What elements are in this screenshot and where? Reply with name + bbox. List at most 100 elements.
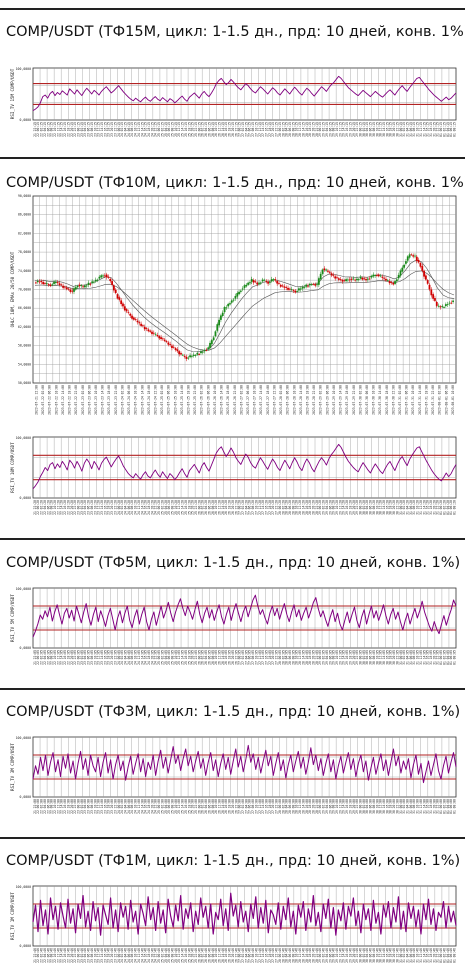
- rsi-x-tick: 28 20:05: [312, 650, 316, 665]
- candle-body: [93, 281, 95, 283]
- rsi-x-tick: 28 02:46: [281, 948, 285, 963]
- rsi-x-tick: 24 16:46: [144, 948, 148, 963]
- rsi-x-tick: 29 12:20: [338, 500, 342, 515]
- rsi-x-tick: 30 00:15: [359, 122, 363, 137]
- price-x-tick: 2023-07-24 06:00: [127, 385, 131, 415]
- candle-body: [285, 287, 288, 288]
- rsi-x-tick: 01 02:46: [442, 948, 446, 963]
- rsi-x-tick: 24 22:15: [154, 122, 158, 137]
- rsi-x-tick: 24 06:15: [127, 122, 131, 137]
- rsi-x-tick: 26 16:20: [224, 500, 228, 515]
- rsi-x-tick: 31 18:05: [429, 650, 433, 665]
- rsi-x-tick: 30 14:20: [382, 500, 386, 515]
- rsi-x-tick: 25 08:00: [171, 799, 175, 814]
- rsi-x-tick: 29 12:05: [338, 650, 342, 665]
- price-x-tick: 2023-07-25 10:00: [173, 385, 177, 415]
- candle-body: [136, 320, 139, 323]
- price-y-tick: 62,0000: [18, 325, 31, 329]
- rsi-x-tick: 28 20:15: [312, 122, 316, 137]
- rsi-x-tick: 29 14:46: [342, 948, 346, 963]
- rsi-x-tick: 25 08:05: [171, 650, 175, 665]
- candle-body: [36, 280, 39, 283]
- rsi-x-tick: 26 20:20: [231, 500, 235, 515]
- rsi-x-tick: 22 06:20: [46, 500, 50, 515]
- rsi-x-tick: 01 00:00: [439, 799, 443, 814]
- rsi-x-tick: 29 22:46: [355, 948, 359, 963]
- candle-body: [156, 335, 159, 337]
- rsi-x-tick: 23 06:15: [87, 122, 91, 137]
- candle-body: [308, 283, 311, 286]
- candle-body: [274, 279, 277, 281]
- candle-body: [232, 299, 235, 301]
- rsi-x-tick: 31 14:15: [422, 122, 426, 137]
- rsi-x-tick: 25 06:20: [167, 500, 171, 515]
- rsi-x-tick: 28 08:05: [291, 650, 295, 665]
- rsi-x-tick: 23 12:46: [97, 948, 101, 963]
- candle-body: [54, 282, 57, 283]
- rsi-x-tick: 22 06:00: [46, 799, 50, 814]
- rsi-x-tick: 26 20:15: [231, 122, 235, 137]
- rsi-x-tick: 22 04:05: [43, 650, 47, 665]
- rsi-x-tick: 31 02:00: [402, 799, 406, 814]
- rsi-x-tick: 24 06:05: [127, 650, 131, 665]
- rsi-x-tick: 31 22:00: [436, 799, 440, 814]
- rsi-x-tick: 31 12:46: [419, 948, 423, 963]
- price-x-tick: 2023-07-28 06:00: [286, 385, 290, 415]
- price-x-tick: 2023-07-29 18:00: [345, 385, 349, 415]
- rsi-x-tick: 29 10:00: [335, 799, 339, 814]
- rsi-x-tick: 28 14:46: [301, 948, 305, 963]
- rsi-x-tick: 31 16:20: [426, 500, 430, 515]
- rsi-x-tick: 26 14:20: [221, 500, 225, 515]
- rsi-x-tick: 25 00:00: [157, 799, 161, 814]
- price-x-tick: 2023-07-26 22:00: [233, 385, 237, 415]
- rsi-x-tick: 25 02:00: [160, 799, 164, 814]
- rsi-x-tick: 01 08:05: [453, 650, 457, 665]
- rsi-x-tick: 26 16:46: [224, 948, 228, 963]
- rsi-x-tick: 27 18:15: [268, 122, 272, 137]
- rsi-x-tick: 28 18:20: [308, 500, 312, 515]
- rsi-x-tick: 29 20:15: [352, 122, 356, 137]
- rsi-x-tick: 24 12:46: [137, 948, 141, 963]
- candle-body: [129, 313, 132, 316]
- rsi-x-tick: 27 06:05: [248, 650, 252, 665]
- rsi-x-tick: 29 06:20: [328, 500, 332, 515]
- rsi-x-tick: 27 20:20: [271, 500, 275, 515]
- rsi-x-tick: 22 12:05: [56, 650, 60, 665]
- rsi-x-tick: 27 08:15: [251, 122, 255, 137]
- candle-body: [366, 278, 369, 280]
- rsi-x-tick: 23 08:00: [90, 799, 94, 814]
- rsi-x-tick: 25 20:20: [191, 500, 195, 515]
- rsi-x-tick: 29 20:05: [352, 650, 356, 665]
- rsi-x-tick: 28 04:20: [285, 500, 289, 515]
- rsi-x-tick: 01 04:00: [446, 799, 450, 814]
- rsi-x-tick: 31 12:00: [419, 799, 423, 814]
- rsi-x-tick: 29 12:00: [338, 799, 342, 814]
- rsi-x-tick: 30 18:46: [389, 948, 393, 963]
- rsi-x-tick: 22 18:46: [66, 948, 70, 963]
- candle-body: [430, 289, 433, 296]
- rsi-x-tick: 27 08:46: [251, 948, 255, 963]
- candle-body: [328, 271, 331, 273]
- rsi-x-tick: 26 06:15: [207, 122, 211, 137]
- candle-body: [290, 289, 293, 290]
- rsi-x-tick: 22 14:15: [60, 122, 64, 137]
- candle-body: [194, 355, 197, 356]
- candle-body: [424, 275, 427, 280]
- rsi-x-tick: 30 04:46: [365, 948, 369, 963]
- rsi-x-tick: 27 06:00: [248, 799, 252, 814]
- rsi-x-tick: 29 08:15: [332, 122, 336, 137]
- rsi-x-tick: 27 04:20: [244, 500, 248, 515]
- rsi-x-tick: 24 16:20: [144, 500, 148, 515]
- candle-body: [98, 276, 101, 279]
- rsi-x-tick: 01 08:20: [453, 500, 457, 515]
- rsi-x-tick: 29 04:05: [325, 650, 329, 665]
- price-x-tick: 2023-08-01 02:00: [438, 385, 442, 415]
- candle-body: [40, 281, 43, 283]
- candle-body: [287, 287, 289, 290]
- candle-body: [151, 331, 153, 334]
- rsi-x-tick: 22 12:00: [56, 799, 60, 814]
- rsi-y-tick-max: 100,0000: [16, 587, 31, 591]
- candle-body: [180, 353, 182, 355]
- candle-body: [140, 323, 143, 326]
- price-x-tick: 2023-07-27 02:00: [239, 385, 243, 415]
